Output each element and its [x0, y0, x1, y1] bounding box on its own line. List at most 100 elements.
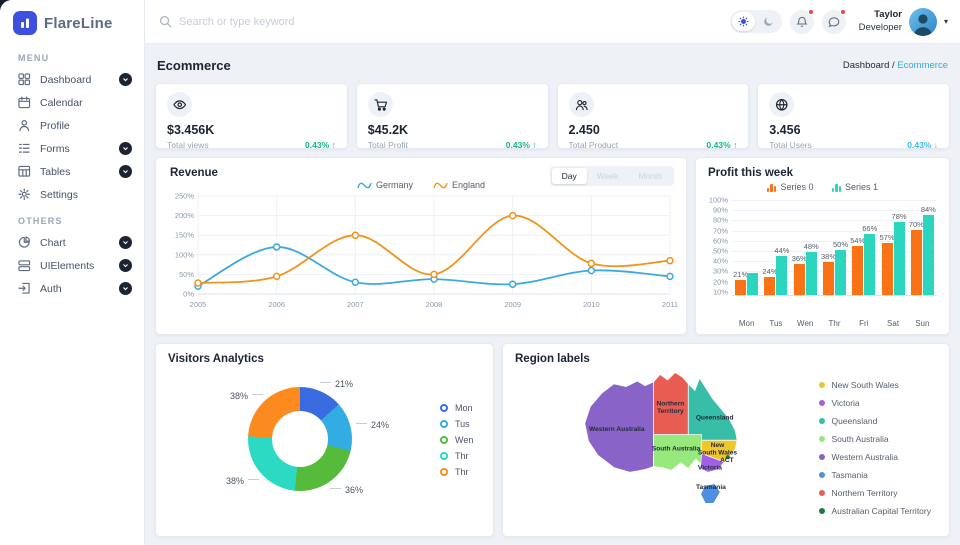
legend-item-series-1[interactable]: Series 1 [831, 182, 878, 192]
legend-item-wen[interactable]: Wen [440, 435, 473, 445]
revenue-chart-card: Revenue Day Week Month Germany England 0% 50… [155, 157, 687, 335]
bar-series-1-tus[interactable]: 44% [774, 246, 789, 295]
data-point-marker[interactable] [272, 272, 281, 281]
map-label-act: ACT [720, 457, 734, 464]
legend-item-england[interactable]: England [433, 180, 485, 190]
legend-item-series-0[interactable]: Series 0 [766, 182, 814, 192]
stat-value: $45.2K [367, 123, 409, 137]
chevron-down-icon[interactable] [119, 259, 132, 272]
bar-value-label: 21% [733, 269, 749, 279]
header-actions: Taylor Developer ▾ [729, 7, 948, 36]
y-axis-tick-label: 50% [179, 270, 194, 279]
map-region-tasmania[interactable] [700, 483, 721, 504]
sidebar-item-settings[interactable]: Settings [0, 183, 144, 206]
notifications-bell-icon[interactable] [789, 8, 814, 34]
data-point-marker[interactable] [194, 279, 202, 287]
data-point-marker[interactable] [272, 243, 281, 251]
bar-series-1-wen[interactable]: 48% [804, 242, 819, 295]
bar-group-mon: 21% [732, 200, 761, 295]
toggle-day-button[interactable]: Day [551, 168, 587, 184]
bar-series-0-sat[interactable]: 57% [880, 233, 895, 295]
bar-series-0-tus[interactable]: 24% [762, 267, 777, 295]
legend-item-thr[interactable]: Thr [440, 467, 473, 477]
sidebar-item-tables[interactable]: Tables [0, 160, 144, 183]
map-region-victoria[interactable] [700, 452, 725, 473]
chevron-down-icon[interactable] [119, 236, 132, 249]
bar-series-0-sun[interactable]: 70% [909, 220, 924, 295]
bar-series-1-mon[interactable] [747, 272, 759, 295]
map-region-queensland[interactable] [687, 377, 738, 441]
sidebar-item-label: Calendar [40, 96, 83, 109]
theme-toggle[interactable] [729, 10, 782, 33]
chevron-down-icon[interactable] [119, 142, 132, 155]
sidebar-item-calendar[interactable]: Calendar [0, 91, 144, 114]
map-legend-item-northern-territory[interactable]: Northern Territory [819, 488, 931, 498]
legend-item-thr[interactable]: Thr [440, 451, 473, 461]
data-point-marker[interactable] [666, 256, 674, 265]
sidebar-item-auth[interactable]: Auth [0, 277, 144, 300]
bar-series-1-sat[interactable]: 78% [892, 212, 907, 295]
light-mode-sun-icon[interactable] [731, 12, 755, 31]
map-legend-item-queensland[interactable]: Queensland [819, 416, 931, 426]
x-axis-tick-label: 2007 [347, 300, 364, 309]
data-point-marker[interactable] [508, 280, 517, 288]
sidebar-item-uielements[interactable]: UIElements [0, 254, 144, 277]
region-map-card: Region labels [502, 343, 950, 537]
map-legend-item-tasmania[interactable]: Tasmania [819, 470, 931, 480]
map-legend-item-new-south-wales[interactable]: New South Wales [819, 380, 931, 390]
bar-series-0-fri[interactable]: 54% [850, 236, 865, 295]
gridline [732, 251, 937, 252]
legend-dot-icon [819, 435, 826, 442]
sidebar-item-label: Tables [40, 165, 71, 178]
x-axis-category-label: Thr [828, 319, 841, 328]
gridline [732, 220, 937, 222]
toggle-month-button[interactable]: Month [628, 168, 672, 184]
bar-series-0-mon[interactable]: 21% [733, 270, 748, 295]
map-region-act[interactable] [725, 455, 730, 460]
data-point-marker[interactable] [587, 259, 596, 268]
data-point-marker[interactable] [351, 231, 360, 239]
legend-item-mon[interactable]: Mon [440, 403, 473, 413]
data-point-marker[interactable] [508, 211, 517, 220]
sidebar-item-dashboard[interactable]: Dashboard [0, 68, 144, 91]
legend-item-tus[interactable]: Tus [440, 419, 473, 429]
bar-series-0-thr[interactable]: 38% [821, 252, 836, 295]
messages-chat-icon[interactable] [821, 8, 846, 34]
map-legend-item-western-australia[interactable]: Western Australia [819, 452, 931, 462]
toggle-week-button[interactable]: Week [587, 168, 629, 184]
data-point-marker[interactable] [351, 278, 360, 286]
breadcrumb-root[interactable]: Dashboard [842, 60, 890, 71]
map-legend-item-south-australia[interactable]: South Australia [819, 434, 931, 444]
map-region-western-australia[interactable] [584, 380, 654, 473]
bar-series-1-thr[interactable]: 50% [833, 240, 848, 295]
sidebar-item-label: UIElements [40, 259, 95, 272]
stat-card-total-users: 3.456 Total Users 0.43% ↓ [757, 83, 950, 150]
bar-series-1-sun[interactable]: 84% [921, 205, 936, 295]
logo[interactable]: FlareLine [0, 0, 144, 43]
y-axis-tick-label: 90% [712, 205, 728, 215]
data-point-marker[interactable] [666, 272, 674, 281]
chevron-down-icon[interactable] [119, 73, 132, 86]
bar-series-1-fri[interactable]: 66% [862, 224, 877, 295]
revenue-period-toggle: Day Week Month [549, 166, 674, 186]
data-point-marker[interactable] [430, 270, 438, 279]
chevron-down-icon[interactable] [119, 282, 132, 295]
line-squiggle-icon [357, 182, 372, 188]
data-point-marker[interactable] [587, 266, 596, 275]
map-label-new-south-wales-2: South Wales [698, 449, 738, 456]
sidebar-item-profile[interactable]: Profile [0, 114, 144, 137]
sidebar-item-chart[interactable]: Chart [0, 231, 144, 254]
chevron-down-icon[interactable] [119, 165, 132, 178]
map-legend-item-victoria[interactable]: Victoria [819, 398, 931, 408]
map-legend-item-australian-capital-territory[interactable]: Australian Capital Territory [819, 506, 931, 516]
x-axis-category-label: Mon [738, 319, 755, 328]
sidebar-item-forms[interactable]: Forms [0, 137, 144, 160]
search-input[interactable] [179, 15, 389, 28]
bar-series-0-wen[interactable]: 36% [792, 254, 807, 295]
gridline [732, 230, 937, 232]
user-menu[interactable]: Taylor Developer ▾ [859, 7, 948, 36]
legend-item-germany[interactable]: Germany [357, 180, 413, 190]
user-chevron-down-icon: ▾ [943, 17, 948, 26]
gridline [732, 261, 937, 263]
dark-mode-moon-icon[interactable] [757, 12, 780, 31]
